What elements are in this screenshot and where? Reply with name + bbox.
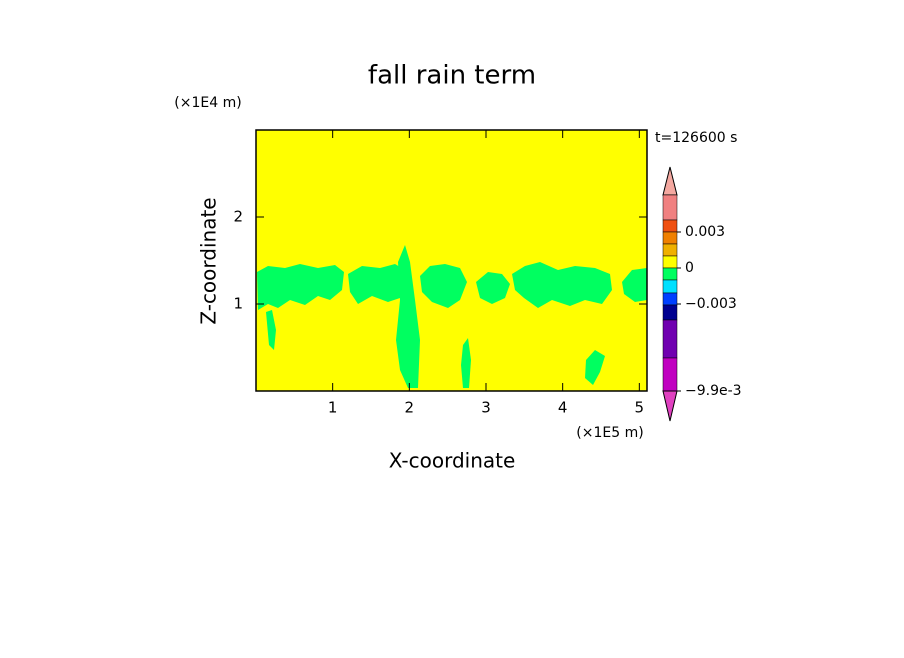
contour-blob	[512, 262, 612, 308]
contour-region	[257, 245, 647, 388]
y-tick-label: 1	[233, 295, 243, 313]
y-tick-label: 2	[233, 208, 243, 226]
contour-blob	[257, 264, 344, 310]
colorbar-cap	[662, 166, 678, 196]
colorbar-band	[662, 279, 678, 294]
chart-title: fall rain term	[368, 61, 536, 91]
plot-frame	[255, 129, 648, 392]
contour-blob	[266, 310, 276, 350]
colorbar-tick-label: −0.003	[685, 296, 737, 312]
x-axis-label: X-coordinate	[389, 449, 516, 473]
plot-field	[256, 130, 647, 391]
colorbar-band	[662, 219, 678, 233]
y-axis-label: Z-coordinate	[197, 197, 221, 324]
colorbar-band	[662, 194, 678, 221]
contour-blob	[461, 338, 471, 388]
colorbar-band	[662, 304, 678, 321]
contour-blob	[396, 245, 420, 388]
x-tick-label: 4	[558, 399, 568, 417]
colorbar-band	[662, 231, 678, 245]
x-tick-label: 2	[405, 399, 415, 417]
colorbar-cap	[662, 390, 678, 422]
colorbar-band	[662, 357, 678, 392]
y-unit: (×1E4 m)	[174, 95, 241, 111]
colorbar-band	[662, 267, 678, 281]
colorbar-band	[662, 255, 678, 269]
colorbar-band	[662, 319, 678, 359]
x-tick-label: 5	[635, 399, 645, 417]
colorbar-band	[662, 243, 678, 257]
contour-blob	[585, 350, 605, 385]
x-tick-label: 3	[481, 399, 491, 417]
contour-blob	[476, 272, 510, 304]
x-tick-label: 1	[328, 399, 338, 417]
time-label: t=126600 s	[655, 130, 737, 146]
x-unit: (×1E5 m)	[576, 425, 643, 441]
colorbar-band	[662, 292, 678, 306]
contour-blob	[348, 264, 405, 304]
colorbar-tick-label: 0	[685, 260, 694, 276]
contour-blob	[420, 264, 467, 308]
colorbar-tick-label: −9.9e-3	[685, 383, 742, 399]
colorbar-tick-label: 0.003	[685, 224, 725, 240]
contour-blob	[622, 268, 647, 302]
